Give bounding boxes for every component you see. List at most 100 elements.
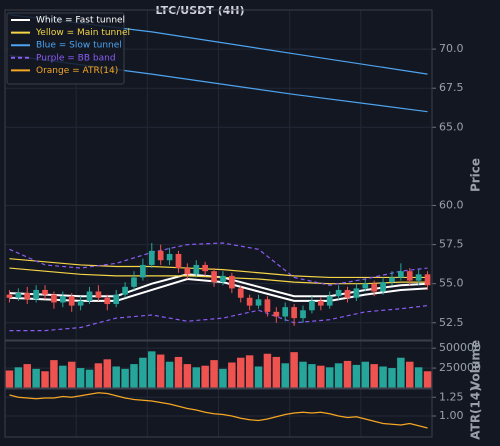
panel-frame bbox=[4, 388, 433, 438]
volume-bar bbox=[219, 368, 227, 388]
volume-bar bbox=[334, 363, 343, 388]
candle-body bbox=[335, 289, 342, 297]
y-axis-label: ATR(14) bbox=[469, 386, 483, 439]
candle-body bbox=[42, 289, 48, 295]
volume-bar bbox=[299, 361, 307, 388]
candle-body bbox=[406, 271, 413, 281]
volume-bar bbox=[76, 368, 85, 388]
candle-body bbox=[237, 288, 244, 298]
candle-body bbox=[211, 271, 217, 283]
volume-bar bbox=[397, 357, 405, 388]
volume-bar bbox=[41, 371, 49, 388]
legend: White = Fast tunnel Yellow = Main tunnel B… bbox=[6, 12, 130, 85]
indicator-line bbox=[9, 304, 428, 332]
volume-bar bbox=[32, 368, 40, 388]
y-tick-label: 60.0 bbox=[439, 198, 464, 211]
candle-body bbox=[415, 274, 422, 281]
panel-frame bbox=[4, 9, 433, 341]
candle-body bbox=[59, 296, 66, 303]
y-tick-label: 250000 bbox=[439, 361, 481, 374]
candle-body bbox=[131, 277, 137, 287]
candle-body bbox=[220, 275, 226, 283]
candle-body bbox=[353, 288, 360, 298]
volume-bar bbox=[388, 368, 396, 388]
candle-body bbox=[6, 294, 13, 298]
candle-body bbox=[33, 289, 39, 300]
atr-line bbox=[9, 392, 428, 429]
candle-body bbox=[264, 299, 271, 312]
candle-body bbox=[309, 300, 315, 311]
volume-bar bbox=[361, 361, 370, 388]
candle-body bbox=[202, 264, 209, 272]
candle-body bbox=[291, 307, 297, 319]
candle-body bbox=[228, 275, 235, 289]
candle-body bbox=[424, 274, 431, 286]
volume-bar bbox=[210, 360, 218, 388]
volume-bar bbox=[156, 354, 165, 388]
candle-body bbox=[86, 291, 93, 301]
candle-body bbox=[15, 293, 22, 298]
volume-bar bbox=[352, 364, 361, 388]
y-axis-label: Price bbox=[469, 158, 483, 192]
volume-bar bbox=[23, 364, 31, 388]
candle-body bbox=[371, 283, 378, 292]
volume-bar bbox=[370, 364, 378, 388]
volume-bar bbox=[228, 362, 236, 388]
y-tick-label: 67.5 bbox=[439, 81, 464, 94]
candle-body bbox=[157, 250, 164, 261]
candle-body bbox=[148, 250, 155, 265]
volume-bar bbox=[423, 371, 432, 388]
candle-body bbox=[282, 307, 289, 317]
candle-body bbox=[122, 286, 128, 295]
candle-body bbox=[104, 297, 111, 305]
volume-bar bbox=[14, 367, 23, 388]
volume-bar bbox=[183, 364, 192, 388]
volume-bar bbox=[192, 367, 200, 388]
volume-bar bbox=[201, 365, 209, 388]
volume-bar bbox=[290, 352, 298, 388]
volume-bar bbox=[50, 360, 58, 388]
volume-bar bbox=[148, 351, 156, 388]
candle-body bbox=[95, 291, 102, 298]
volume-bar bbox=[94, 363, 103, 388]
volume-bar bbox=[5, 370, 14, 388]
volume-bar bbox=[130, 364, 138, 388]
y-tick-label: 52.5 bbox=[439, 316, 464, 329]
legend-label: White = Fast tunnel bbox=[36, 16, 125, 26]
candle-body bbox=[362, 283, 369, 289]
y-tick-label: 57.5 bbox=[439, 238, 464, 251]
candle-body bbox=[193, 264, 200, 275]
candle-body bbox=[255, 299, 262, 306]
y-tick-label: 70.0 bbox=[439, 42, 464, 55]
volume-bar bbox=[254, 366, 263, 388]
volume-bar bbox=[406, 361, 414, 388]
legend-label: Orange = ATR(14) bbox=[36, 66, 118, 76]
candle-body bbox=[24, 293, 31, 300]
volume-bar bbox=[343, 360, 352, 388]
volume-bar bbox=[245, 355, 254, 388]
candle-body bbox=[68, 296, 75, 306]
candle-body bbox=[344, 289, 351, 298]
volume-bar bbox=[103, 359, 112, 388]
y-axis-label: Volume bbox=[469, 340, 483, 390]
candle-body bbox=[326, 296, 333, 306]
y-tick-label: 65.0 bbox=[439, 120, 464, 133]
candle-body bbox=[317, 300, 324, 306]
candle-body bbox=[246, 297, 253, 306]
volume-bar bbox=[165, 361, 174, 388]
candle-body bbox=[140, 264, 146, 278]
volume-bar bbox=[379, 366, 387, 388]
legend-box bbox=[6, 12, 125, 85]
volume-bar bbox=[59, 365, 67, 388]
candle-body bbox=[184, 268, 191, 275]
volume-bar bbox=[121, 368, 129, 388]
volume-bar bbox=[139, 357, 147, 388]
candle-body bbox=[389, 277, 395, 283]
y-tick-label: 1.25 bbox=[439, 390, 464, 403]
volume-bar bbox=[414, 367, 423, 388]
candle-body bbox=[380, 282, 386, 292]
volume-bar bbox=[112, 366, 120, 388]
panel-frame bbox=[4, 340, 433, 389]
candle-body bbox=[51, 294, 57, 303]
